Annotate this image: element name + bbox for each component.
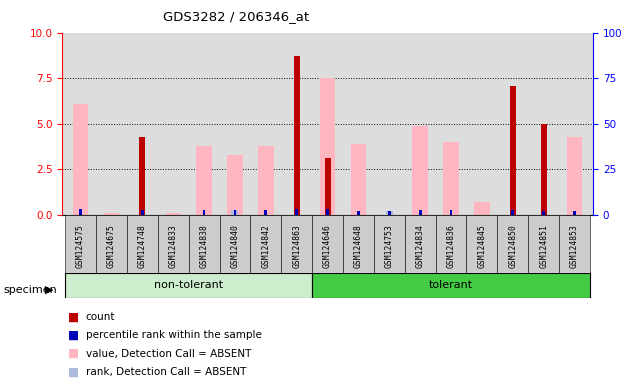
FancyBboxPatch shape (497, 215, 528, 275)
Bar (227, 155, 243, 215)
Bar (265, 210, 267, 215)
Text: GSM124853: GSM124853 (570, 224, 579, 268)
Text: ■: ■ (68, 329, 79, 342)
FancyBboxPatch shape (96, 215, 127, 275)
Bar (326, 209, 329, 215)
Bar (202, 210, 206, 215)
Text: ■: ■ (68, 310, 79, 323)
Text: ■: ■ (68, 347, 79, 360)
Text: GDS3282 / 206346_at: GDS3282 / 206346_at (163, 10, 309, 23)
Bar (325, 159, 330, 215)
Bar (474, 202, 489, 215)
Bar (542, 211, 545, 215)
Text: tolerant: tolerant (429, 280, 473, 290)
Text: GSM124675: GSM124675 (107, 224, 116, 268)
Text: ▶: ▶ (45, 285, 54, 295)
FancyBboxPatch shape (435, 215, 466, 275)
Text: count: count (86, 312, 116, 322)
FancyBboxPatch shape (189, 215, 220, 275)
Text: GSM124834: GSM124834 (415, 224, 425, 268)
Text: GSM124838: GSM124838 (199, 224, 209, 268)
Bar (233, 210, 237, 215)
Bar (412, 126, 428, 215)
Bar (443, 142, 459, 215)
Text: non-tolerant: non-tolerant (154, 280, 223, 290)
Bar (357, 211, 360, 215)
FancyBboxPatch shape (374, 215, 405, 275)
Text: GSM124648: GSM124648 (354, 224, 363, 268)
Text: GSM124833: GSM124833 (169, 224, 178, 268)
Bar (140, 137, 145, 215)
Bar (232, 210, 238, 215)
FancyBboxPatch shape (65, 273, 312, 298)
Bar (104, 213, 119, 215)
Text: GSM124748: GSM124748 (138, 224, 147, 268)
FancyBboxPatch shape (405, 215, 435, 275)
Text: GSM124836: GSM124836 (446, 224, 456, 268)
Bar (258, 146, 274, 215)
FancyBboxPatch shape (312, 273, 590, 298)
Text: percentile rank within the sample: percentile rank within the sample (86, 330, 261, 340)
Text: GSM124850: GSM124850 (509, 224, 517, 268)
Bar (351, 144, 366, 215)
FancyBboxPatch shape (343, 215, 374, 275)
FancyBboxPatch shape (281, 215, 312, 275)
Bar (450, 210, 453, 215)
Text: GSM124753: GSM124753 (385, 224, 394, 268)
Text: GSM124863: GSM124863 (292, 224, 301, 268)
Text: GSM124840: GSM124840 (230, 224, 240, 268)
Bar (320, 78, 335, 215)
Text: value, Detection Call = ABSENT: value, Detection Call = ABSENT (86, 349, 251, 359)
Text: GSM124842: GSM124842 (261, 224, 270, 268)
Text: GSM124851: GSM124851 (539, 224, 548, 268)
FancyBboxPatch shape (250, 215, 281, 275)
FancyBboxPatch shape (65, 215, 96, 275)
Bar (196, 146, 212, 215)
Bar (79, 209, 82, 215)
Bar (141, 210, 143, 215)
FancyBboxPatch shape (158, 215, 189, 275)
Text: GSM124845: GSM124845 (478, 224, 486, 268)
FancyBboxPatch shape (220, 215, 250, 275)
Bar (541, 124, 546, 215)
FancyBboxPatch shape (559, 215, 590, 275)
Bar (386, 211, 393, 215)
Bar (296, 209, 298, 215)
Bar (512, 210, 514, 215)
Bar (510, 86, 515, 215)
FancyBboxPatch shape (127, 215, 158, 275)
Text: GSM124575: GSM124575 (76, 224, 85, 268)
Bar (166, 213, 181, 215)
Bar (73, 104, 88, 215)
Bar (573, 211, 576, 215)
FancyBboxPatch shape (528, 215, 559, 275)
Bar (294, 56, 300, 215)
FancyBboxPatch shape (312, 215, 343, 275)
Text: GSM124646: GSM124646 (323, 224, 332, 268)
FancyBboxPatch shape (466, 215, 497, 275)
Bar (388, 211, 391, 215)
Text: rank, Detection Call = ABSENT: rank, Detection Call = ABSENT (86, 367, 246, 377)
Text: specimen: specimen (3, 285, 57, 295)
Text: ■: ■ (68, 366, 79, 379)
Bar (419, 210, 422, 215)
Bar (567, 137, 582, 215)
